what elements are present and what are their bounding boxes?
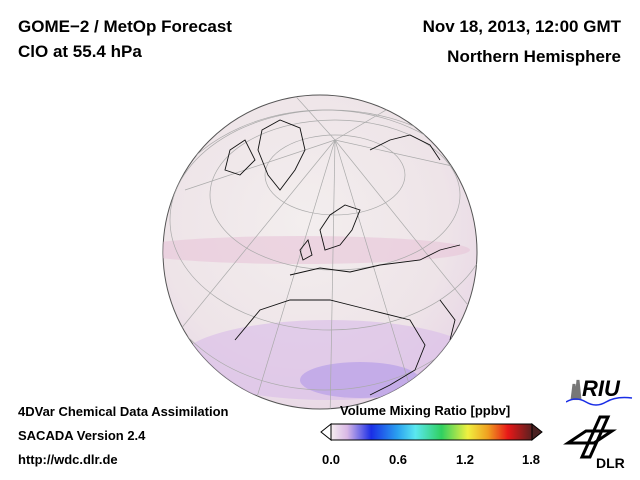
colorbar-gradient [330,423,533,441]
colorbar-tick: 0.6 [388,452,408,467]
graticule [163,95,477,409]
svg-text:DLR: DLR [596,455,625,471]
colorbar-max-arrow [531,422,543,442]
footer-version: SACADA Version 2.4 [18,428,146,443]
riu-logo: RIU [566,376,633,406]
forecast-datetime: Nov 18, 2013, 12:00 GMT [422,17,621,36]
species-level: ClO at 55.4 hPa [18,42,142,61]
colorbar-min-arrow [320,422,332,442]
dlr-logo: DLR [563,415,625,471]
footer-method: 4DVar Chemical Data Assimilation [18,404,229,419]
product-title: GOME−2 / MetOp Forecast [18,17,232,36]
colorbar [320,422,543,442]
region-label: Northern Hemisphere [447,47,621,66]
colorbar-tick: 1.8 [521,452,541,467]
colorbar-tick: 1.2 [455,452,475,467]
colorbar-tick: 0.0 [321,452,341,467]
footer-url[interactable]: http://wdc.dlr.de [18,452,118,467]
colorbar-title: Volume Mixing Ratio [ppbv] [340,403,511,418]
clo-maximum [300,362,420,398]
coastlines [224,119,461,396]
svg-text:RIU: RIU [582,376,621,401]
